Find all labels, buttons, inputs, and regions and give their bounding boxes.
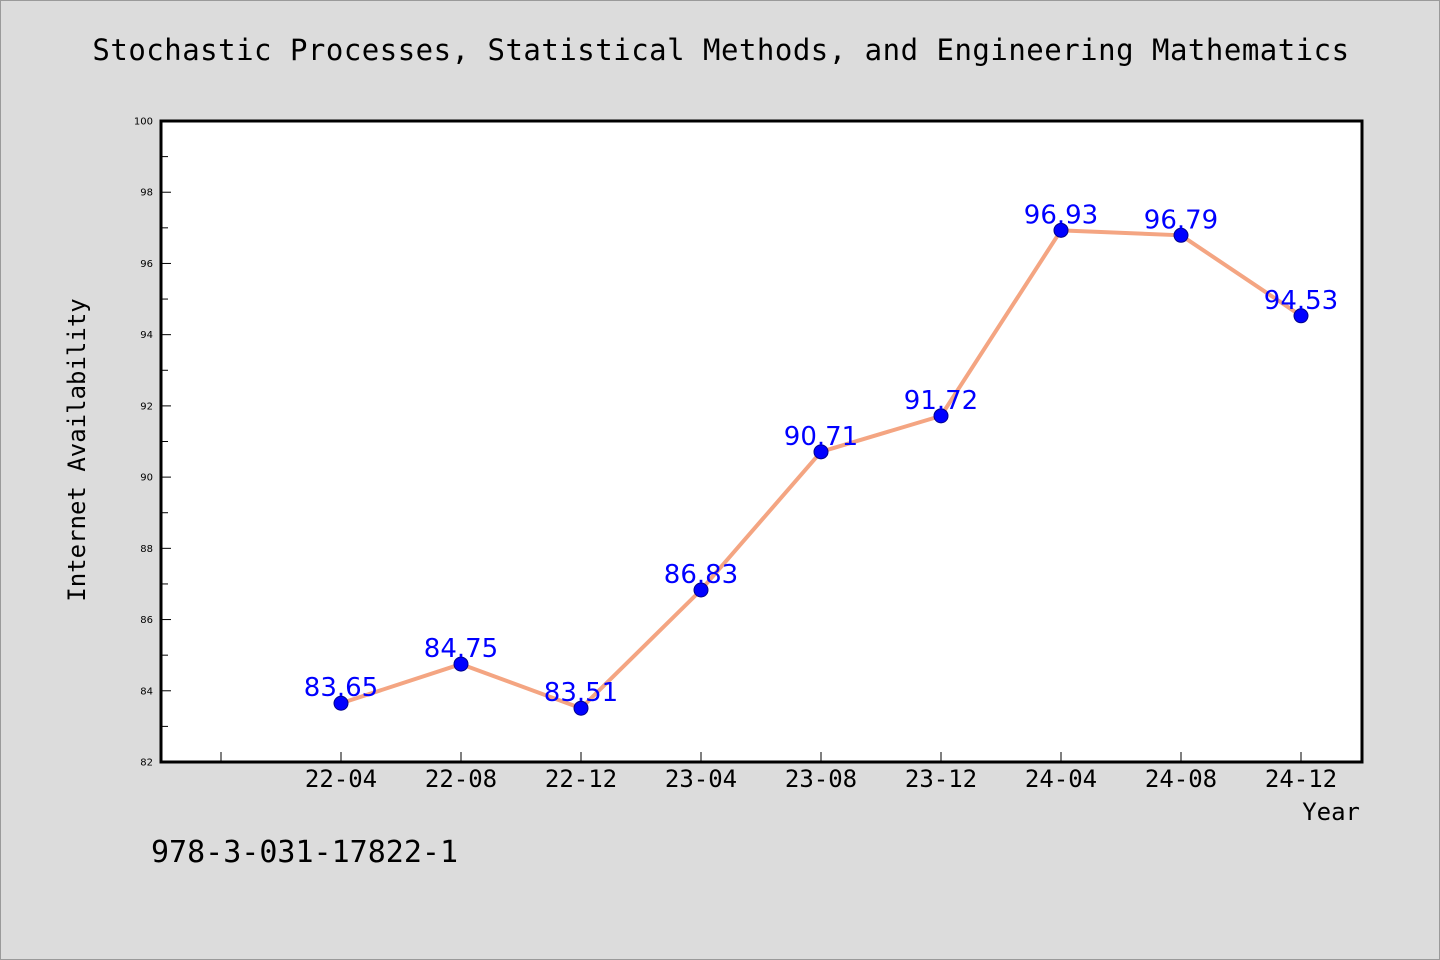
x-tick-label: 23-12 (905, 765, 977, 793)
isbn-footer: 978-3-031-17822-1 (151, 835, 459, 870)
data-label: 96.93 (1024, 200, 1098, 230)
y-tick-label: 96 (140, 259, 153, 270)
data-label: 84.75 (424, 634, 498, 664)
data-labels-group: 83.65 84.75 83.51 86.83 90.71 91.72 96.93 96.79… (304, 200, 1338, 708)
series-line-group (333, 222, 1309, 716)
data-point (453, 656, 469, 672)
y-tick-label: 92 (140, 401, 153, 412)
x-tick-label: 24-04 (1025, 765, 1097, 793)
x-tick-label: 22-04 (305, 765, 377, 793)
x-axis-label: Year (1302, 798, 1360, 826)
data-point (933, 408, 949, 424)
data-point (693, 582, 709, 598)
data-point (333, 695, 349, 711)
y-tick-label: 88 (140, 544, 153, 555)
y-tick-label: 90 (140, 473, 153, 484)
x-axis-ticks: 22-04 22-08 22-12 23-04 23-08 23-12 24-04 24-08… (220, 752, 1337, 793)
data-label: 91.72 (904, 386, 978, 416)
data-point (1173, 227, 1189, 243)
y-axis-label: Internet Availability (63, 298, 91, 601)
data-label: 86.83 (664, 560, 738, 590)
data-point (813, 444, 829, 460)
y-tick-label: 86 (140, 615, 153, 626)
y-tick-label: 98 (140, 188, 153, 199)
data-point (1053, 222, 1069, 238)
data-point (573, 700, 589, 716)
data-label: 94.53 (1264, 286, 1338, 316)
x-tick-label: 22-08 (425, 765, 497, 793)
x-tick-label: 22-12 (545, 765, 617, 793)
data-label: 83.51 (544, 678, 618, 708)
y-tick-label: 94 (140, 330, 153, 341)
data-label: 90.71 (784, 422, 858, 452)
data-label: 83.65 (304, 673, 378, 703)
data-point (1293, 308, 1309, 324)
chart-title: Stochastic Processes, Statistical Method… (92, 33, 1350, 67)
x-tick-label: 24-08 (1145, 765, 1217, 793)
data-label: 96.79 (1144, 205, 1218, 235)
y-tick-label: 82 (140, 758, 153, 769)
plot-area (159, 119, 1364, 764)
y-tick-label: 84 (140, 686, 153, 697)
x-tick-label: 24-12 (1265, 765, 1337, 793)
x-tick-label: 23-04 (665, 765, 737, 793)
y-axis-ticks: 82 84 86 88 90 92 94 96 98 100 (134, 117, 171, 769)
y-tick-label: 100 (134, 117, 153, 128)
x-tick-label: 23-08 (785, 765, 857, 793)
